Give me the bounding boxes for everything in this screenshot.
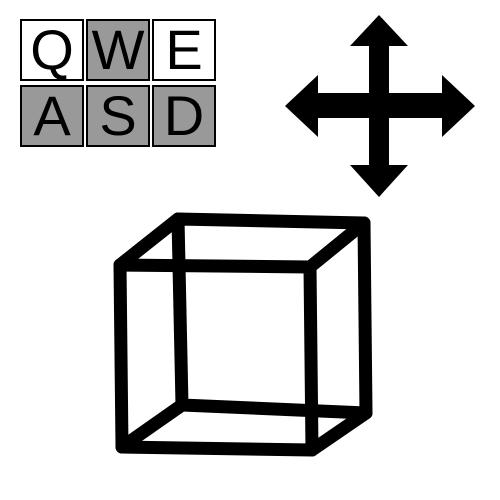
key-w[interactable]: W xyxy=(86,19,150,81)
key-a[interactable]: A xyxy=(20,85,84,147)
move-arrows-icon xyxy=(285,15,475,197)
key-e[interactable]: E xyxy=(152,19,216,81)
key-d[interactable]: D xyxy=(152,85,216,147)
key-q[interactable]: Q xyxy=(20,19,84,81)
wireframe-cube-icon xyxy=(113,212,373,457)
keyboard-keys-panel: Q W E A S D xyxy=(20,19,218,147)
key-s[interactable]: S xyxy=(86,85,150,147)
